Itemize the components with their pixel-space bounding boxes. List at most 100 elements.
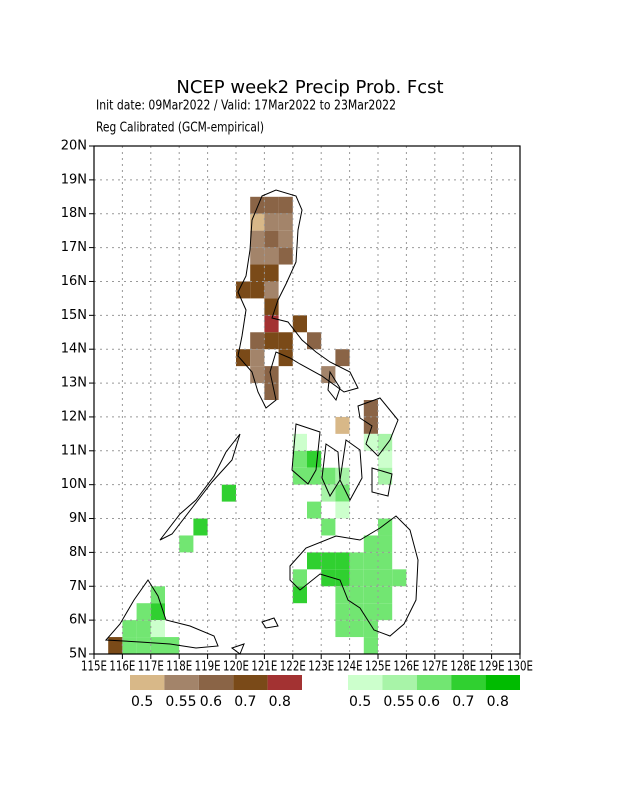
legend-label: 0.8 xyxy=(269,694,291,710)
legend-swatch xyxy=(382,675,417,690)
dry-cell xyxy=(264,332,279,350)
x-tick-label: 124E xyxy=(337,660,363,675)
wet-cell xyxy=(378,518,393,536)
dry-cell xyxy=(264,366,279,384)
y-tick-label: 7N xyxy=(69,579,87,594)
dry-cell xyxy=(321,366,336,384)
wet-cell xyxy=(221,484,236,502)
dry-cell xyxy=(292,315,307,333)
wet-cell xyxy=(335,620,350,638)
axes: 115E 116E 117E 118E 119E 120E 121E 122E 123E 124E… xyxy=(61,139,533,675)
dry-cell xyxy=(250,349,265,367)
wet-cell xyxy=(122,620,137,638)
dry-cell xyxy=(250,213,265,231)
legend-label: 0.55 xyxy=(165,694,196,710)
x-tick-label: 118E xyxy=(166,660,192,675)
legend-label: 0.7 xyxy=(452,694,474,710)
wet-cell xyxy=(150,620,165,638)
x-tick-label: 115E xyxy=(81,660,107,675)
dry-cell xyxy=(236,349,251,367)
x-tick-label: 127E xyxy=(422,660,448,675)
x-tick-label: 125E xyxy=(365,660,391,675)
legend-swatch xyxy=(164,675,199,690)
dry-cell xyxy=(335,349,350,367)
legend-label: 0.5 xyxy=(349,694,371,710)
wet-cell xyxy=(307,552,322,570)
grid-layer xyxy=(94,146,520,654)
legend: 0.5 0.55 0.6 0.7 0.8 0.5 0.55 0.6 0.7 0.8 xyxy=(130,675,520,710)
wet-cell xyxy=(363,433,378,451)
dry-cell xyxy=(236,281,251,299)
y-tick-label: 14N xyxy=(61,342,87,357)
wet-cell xyxy=(363,535,378,553)
wet-cell xyxy=(292,467,307,485)
y-tick-label: 15N xyxy=(61,308,87,323)
wet-cell xyxy=(292,450,307,468)
wet-cell xyxy=(349,620,364,638)
wet-cell xyxy=(321,552,336,570)
wet-cell xyxy=(349,552,364,570)
wet-cell xyxy=(136,603,151,621)
legend-label: 0.6 xyxy=(418,694,440,710)
y-tick-label: 10N xyxy=(61,477,87,492)
dry-cell xyxy=(264,383,279,400)
y-tick-label: 18N xyxy=(61,206,87,221)
legend-label: 0.55 xyxy=(383,694,414,710)
y-tick-label: 6N xyxy=(69,613,87,628)
wet-cell xyxy=(335,501,350,519)
wet-cell xyxy=(335,569,350,587)
x-tick-label: 122E xyxy=(280,660,306,675)
legend-swatch xyxy=(198,675,234,690)
wet-cell xyxy=(292,586,307,604)
wet-cell xyxy=(378,586,393,604)
x-tick-label: 116E xyxy=(109,660,135,675)
x-tick-label: 129E xyxy=(479,660,505,675)
x-tick-label: 126E xyxy=(393,660,419,675)
dry-cell xyxy=(108,637,123,654)
x-tick-label: 119E xyxy=(195,660,221,675)
wet-cell xyxy=(363,569,378,587)
wet-cell xyxy=(378,569,393,587)
legend-swatch xyxy=(416,675,452,690)
y-tick-label: 11N xyxy=(61,443,87,458)
x-tick-label: 123E xyxy=(308,660,334,675)
dry-cell xyxy=(335,416,350,434)
legend-label: 0.8 xyxy=(487,694,509,710)
dry-cell xyxy=(264,213,279,231)
subtitle: Init date: 09Mar2022 / Valid: 17Mar2022 … xyxy=(96,99,396,114)
dry-cell xyxy=(250,247,265,265)
y-tick-label: 13N xyxy=(61,376,87,391)
dry-cell xyxy=(264,298,279,316)
dry-cell xyxy=(264,196,279,214)
wet-cell xyxy=(122,637,137,654)
y-tick-label: 8N xyxy=(69,545,87,560)
y-tick-label: 12N xyxy=(61,409,87,424)
wet-cell xyxy=(179,535,194,553)
wet-cell xyxy=(378,535,393,553)
wet-cell xyxy=(363,586,378,604)
dry-cell xyxy=(250,264,265,282)
wet-cell xyxy=(335,484,350,502)
wet-cell xyxy=(378,450,393,468)
x-tick-label: 120E xyxy=(223,660,249,675)
wet-cell xyxy=(150,637,165,654)
wet-cell xyxy=(392,569,407,587)
y-tick-label: 16N xyxy=(61,274,87,289)
wet-cell xyxy=(321,467,336,485)
wet-cell xyxy=(378,433,393,451)
dry-cell xyxy=(264,315,279,333)
legend-swatch xyxy=(348,675,383,690)
dry-cell xyxy=(278,230,293,248)
legend-swatch xyxy=(267,675,302,690)
dry-cell xyxy=(278,196,293,214)
legend-swatch xyxy=(451,675,486,690)
wet-cell xyxy=(349,586,364,604)
dry-cell xyxy=(278,213,293,231)
dry-cell xyxy=(363,400,378,417)
dry-cell xyxy=(264,264,279,282)
wet-cell xyxy=(321,518,336,536)
wet-cell xyxy=(363,620,378,638)
wet-cell xyxy=(335,467,350,485)
